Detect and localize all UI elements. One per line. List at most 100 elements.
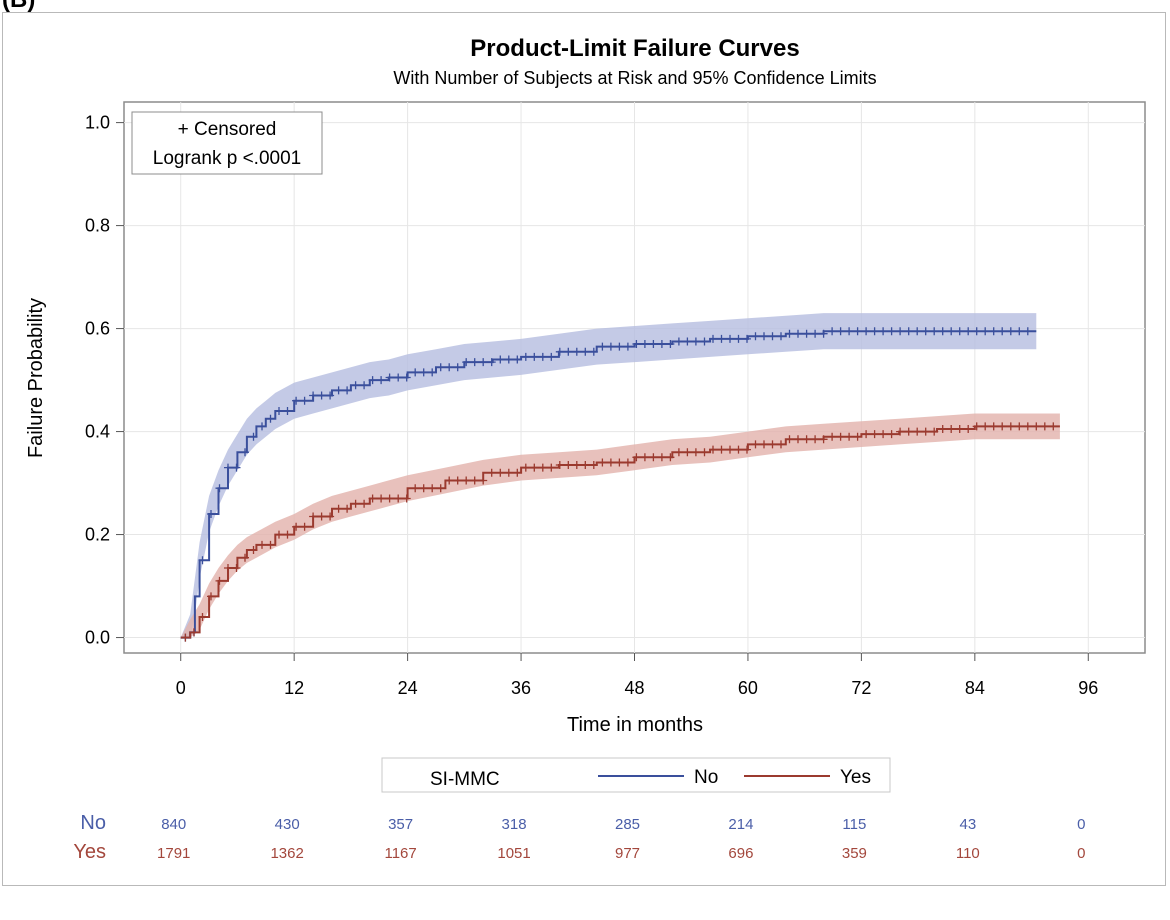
censor-mark <box>836 432 845 441</box>
risk-count: 357 <box>388 816 413 833</box>
censor-mark <box>930 427 939 436</box>
censor-mark <box>683 337 692 346</box>
censor-mark <box>640 340 649 348</box>
censor-mark <box>1023 422 1032 431</box>
censor-mark <box>802 435 811 444</box>
x-tick-label: 72 <box>851 678 871 698</box>
censor-mark <box>275 407 283 415</box>
censor-mark <box>589 347 598 356</box>
censor-mark <box>802 329 811 338</box>
y-tick-label: 0.2 <box>85 525 110 545</box>
chart-subtitle: With Number of Subjects at Risk and 95% … <box>393 68 876 88</box>
censor-mark <box>947 327 956 336</box>
x-tick-label: 84 <box>965 678 985 698</box>
censor-mark <box>292 396 301 405</box>
censor-mark <box>521 463 530 472</box>
censor-mark <box>828 432 837 441</box>
censor-mark <box>853 327 862 336</box>
censor-mark <box>198 613 207 621</box>
censor-mark <box>241 448 249 457</box>
risk-count: 0 <box>1077 816 1085 833</box>
risk-count: 115 <box>842 816 866 833</box>
x-tick-label: 12 <box>284 678 304 698</box>
censor-mark <box>360 381 369 390</box>
censor-mark <box>1015 422 1024 431</box>
censor-mark <box>479 358 488 367</box>
risk-count: 696 <box>728 845 753 862</box>
censor-mark <box>938 327 947 336</box>
censor-mark <box>981 327 990 336</box>
censor-mark <box>726 445 734 454</box>
censor-mark <box>657 453 666 462</box>
censor-mark <box>470 476 479 485</box>
censor-mark <box>266 414 275 423</box>
censor-mark <box>649 340 658 348</box>
censor-mark <box>249 432 258 441</box>
censor-mark <box>836 327 845 336</box>
censor-mark <box>572 347 581 356</box>
y-tick-label: 1.0 <box>85 113 110 133</box>
censor-mark <box>215 576 224 585</box>
risk-count: 43 <box>959 816 976 833</box>
censor-mark <box>198 556 207 565</box>
censor-mark <box>334 386 343 395</box>
censor-mark <box>913 327 922 336</box>
censor-mark <box>504 355 513 364</box>
censor-mark <box>768 440 777 449</box>
censor-mark <box>351 499 360 508</box>
y-tick-label: 0.0 <box>85 628 110 648</box>
censor-mark <box>207 510 215 518</box>
ci-band-yes <box>180 413 1060 638</box>
axis-ticks: 0 12 24 36 48 60 72 84 96 0.0 0.2 0.4 0.6 0.8 1.0 <box>85 113 1098 698</box>
censor-mark <box>436 363 445 372</box>
censor-mark <box>538 463 547 472</box>
censor-mark <box>623 458 632 467</box>
censor-mark <box>241 553 249 562</box>
censor-mark <box>530 463 539 472</box>
x-tick-label: 0 <box>176 678 186 698</box>
censor-mark <box>998 422 1007 431</box>
risk-count: 977 <box>615 845 640 862</box>
censor-mark <box>309 512 318 521</box>
censor-mark <box>819 329 828 338</box>
censor-mark <box>249 546 258 554</box>
censor-mark <box>351 381 360 390</box>
censor-mark <box>743 445 751 454</box>
y-tick-label: 0.4 <box>85 422 110 442</box>
censor-mark <box>283 407 292 415</box>
censor-mark <box>496 468 505 477</box>
censor-mark <box>555 461 564 469</box>
censor-mark <box>479 476 488 485</box>
x-tick-label: 36 <box>511 678 531 698</box>
censor-mark <box>751 440 760 449</box>
censor-mark <box>870 430 879 439</box>
censor-marks <box>181 327 1058 642</box>
censor-mark <box>751 332 760 341</box>
censor-mark <box>394 494 403 503</box>
censor-mark <box>326 512 335 521</box>
censor-mark <box>734 334 743 343</box>
censor-mark <box>360 499 369 508</box>
censor-mark <box>989 327 998 336</box>
censor-mark <box>411 368 420 377</box>
panel-label: (B) <box>2 0 35 14</box>
censor-mark <box>530 352 539 361</box>
risk-count: 430 <box>275 816 300 833</box>
censor-mark <box>1049 422 1058 431</box>
censor-mark <box>640 453 649 462</box>
censor-mark <box>998 327 1007 336</box>
censor-mark <box>402 494 411 503</box>
censor-mark <box>513 468 522 477</box>
censor-mark <box>300 396 309 405</box>
risk-count: 214 <box>728 816 753 833</box>
inset-box: + Censored Logrank p <.0001 <box>131 111 323 175</box>
censor-mark <box>572 461 581 469</box>
censor-mark <box>215 484 224 493</box>
censor-mark <box>760 440 768 449</box>
censor-mark <box>1015 327 1024 336</box>
censor-mark <box>470 358 479 367</box>
censor-mark <box>777 440 785 449</box>
legend: SI-MMC No Yes <box>381 757 891 793</box>
censor-mark <box>564 461 573 469</box>
